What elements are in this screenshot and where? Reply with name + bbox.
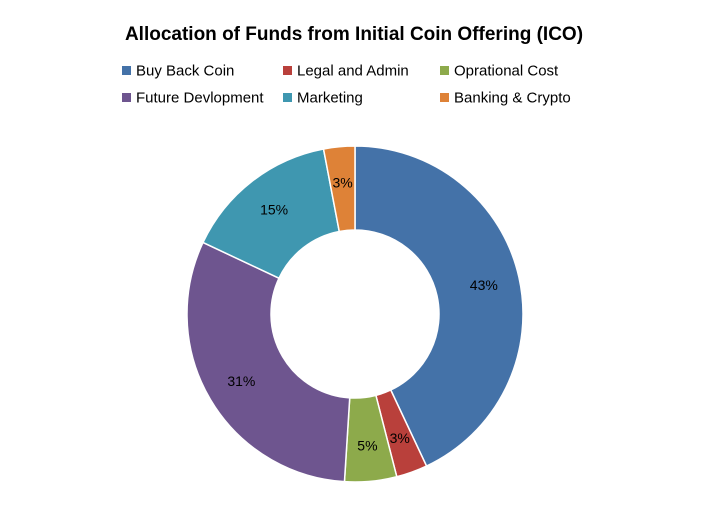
legend-swatch-legal-and-admin (283, 66, 292, 75)
legend-item-buy-back-coin: Buy Back Coin (122, 63, 234, 80)
legend-item-legal-and-admin: Legal and Admin (283, 63, 409, 80)
legend-item-banking-and-crypto: Banking & Crypto (440, 90, 571, 107)
legend-label-oprational-cost: Oprational Cost (454, 63, 559, 80)
legend-swatch-oprational-cost (440, 66, 449, 75)
data-label-buy-back-coin: 43% (470, 277, 498, 293)
data-labels: 43% 3% 5% 31% 15% 3% (227, 175, 497, 454)
legend-label-legal-and-admin: Legal and Admin (297, 63, 409, 80)
legend-label-banking-and-crypto: Banking & Crypto (454, 90, 571, 107)
legend-swatch-buy-back-coin (122, 66, 131, 75)
legend-label-marketing: Marketing (297, 90, 363, 107)
legend-swatch-future-devlopment (122, 93, 131, 102)
data-label-oprational-cost: 5% (357, 437, 377, 453)
data-label-legal-and-admin: 3% (390, 430, 410, 446)
legend-swatch-marketing (283, 93, 292, 102)
data-label-marketing: 15% (260, 202, 288, 218)
legend-item-future-devlopment: Future Devlopment (122, 90, 264, 107)
legend-label-buy-back-coin: Buy Back Coin (136, 63, 234, 80)
legend: Buy Back Coin Legal and Admin Oprational C… (122, 63, 571, 107)
legend-item-oprational-cost: Oprational Cost (440, 63, 559, 80)
slice-buy-back-coin (354, 145, 524, 468)
data-label-future-devlopment: 31% (227, 373, 255, 389)
legend-label-future-devlopment: Future Devlopment (136, 90, 264, 107)
legend-swatch-banking-and-crypto (440, 93, 449, 102)
slice-banking-and-crypto (322, 145, 356, 233)
data-label-banking-and-crypto: 3% (332, 175, 352, 191)
chart-title: Allocation of Funds from Initial Coin Of… (124, 24, 584, 45)
legend-item-marketing: Marketing (283, 90, 363, 107)
slice-future-devlopment (186, 241, 351, 483)
donut-slices (186, 145, 524, 483)
